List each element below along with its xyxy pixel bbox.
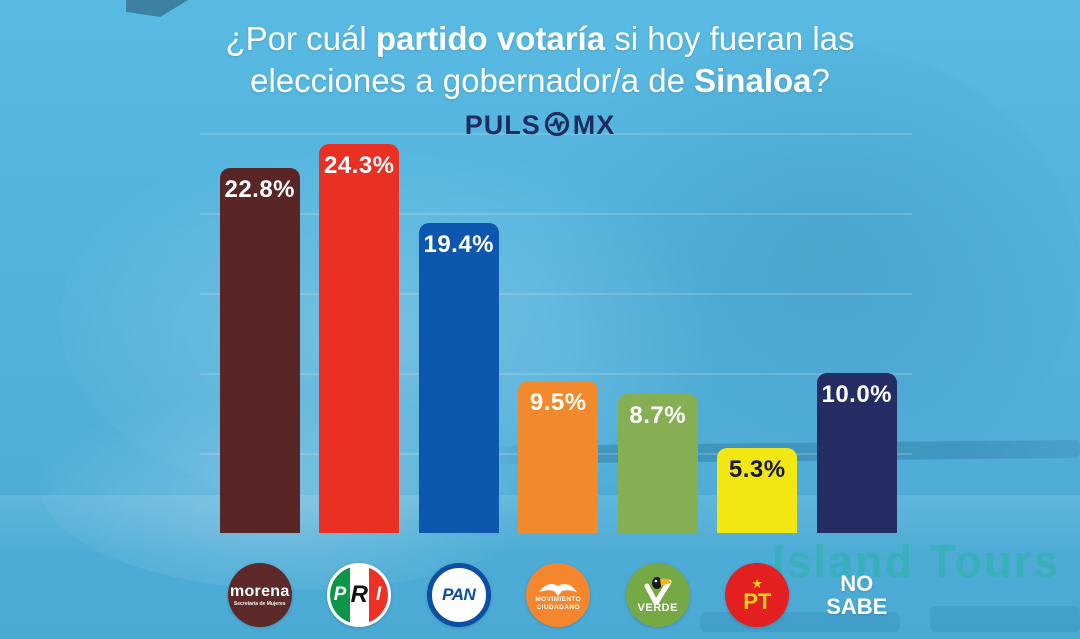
no-sabe-line-1: NO xyxy=(840,570,874,596)
pan-logo-text: PAN xyxy=(442,585,476,604)
morena-logo: morena Secretaría de Mujeres xyxy=(227,563,292,627)
mc-logo-line-2: CIUDADANO xyxy=(536,604,580,611)
pulso-mx-logo: PULS MX xyxy=(0,110,1080,141)
bar-column-no-sabe: 10.0% xyxy=(807,373,907,533)
mc-logo-line-1: MOVIMIENTO xyxy=(535,595,582,603)
background-boat-seat xyxy=(930,606,1080,632)
toucan-icon xyxy=(644,577,672,604)
morena-logo-subtext: Secretaría de Mujeres xyxy=(233,600,286,607)
no-sabe-label: NO SABE xyxy=(826,572,887,618)
pri-letter-r: R xyxy=(350,581,368,608)
bar-no-sabe: 10.0% xyxy=(816,373,897,533)
pri-letter-p: P xyxy=(333,584,347,605)
bar-value-label-mc: 9.5% xyxy=(529,389,587,416)
gridline-10 xyxy=(200,373,912,375)
bar-value-label-pri: 24.3% xyxy=(323,152,395,179)
pri-logo: P R I xyxy=(327,563,392,627)
pan-logo: PAN xyxy=(426,563,491,627)
star-icon: ★ xyxy=(751,576,764,591)
pri-tricolor: P R I xyxy=(330,566,389,624)
bar-chart: 22.8% 24.3% 19.4% 9.5% 8.7% 5.3% xyxy=(210,0,907,533)
background-boat-text: Island Tours xyxy=(772,536,1061,587)
chart-title-line-1: ¿Por cuál partido votaría si hoy fueran … xyxy=(225,20,855,57)
pt-logo-text: PT xyxy=(743,589,772,614)
chart-title: ¿Por cuál partido votaría si hoy fueran … xyxy=(0,18,1080,102)
pulse-circle-icon xyxy=(544,111,569,137)
bar-morena: 22.8% xyxy=(219,168,300,533)
bar-value-label-verde: 8.7% xyxy=(629,402,687,429)
bar-movimiento-ciudadano: 9.5% xyxy=(518,381,599,533)
eagle-icon xyxy=(539,583,578,596)
bar-pt: 5.3% xyxy=(717,448,798,533)
bar-column-pt: 5.3% xyxy=(708,448,808,533)
bar-column-mc: 9.5% xyxy=(509,381,609,533)
bar-column-pri: 24.3% xyxy=(310,144,410,533)
background-rock-shadow xyxy=(520,40,1080,500)
party-logos-row: morena Secretaría de Mujeres P R I PAN M… xyxy=(210,560,907,630)
bar-value-label-morena: 22.8% xyxy=(224,176,296,203)
gridline-20 xyxy=(200,213,912,215)
verde-logo-text: VERDE xyxy=(637,602,678,614)
bar-pri: 24.3% xyxy=(319,144,400,533)
background-corner-detail xyxy=(126,0,188,17)
verde-logo: VERDE xyxy=(625,563,690,627)
no-sabe-line-2: SABE xyxy=(826,594,888,619)
bar-column-pan: 19.4% xyxy=(409,223,509,533)
bar-column-morena: 22.8% xyxy=(210,168,310,533)
gridline-15 xyxy=(200,293,912,295)
bar-value-label-no-sabe: 10.0% xyxy=(821,381,893,408)
bar-value-label-pan: 19.4% xyxy=(423,231,495,258)
pri-letter-i: I xyxy=(375,584,382,605)
morena-logo-text: morena xyxy=(229,582,290,600)
bar-verde: 8.7% xyxy=(617,394,698,533)
chart-title-line-2: elecciones a gobernador/a de Sinaloa? xyxy=(250,61,830,99)
bar-column-verde: 8.7% xyxy=(608,394,708,533)
brand-text-puls: PULS xyxy=(464,110,541,140)
movimiento-ciudadano-logo: MOVIMIENTO CIUDADANO xyxy=(526,563,591,627)
pt-logo: ★ PT xyxy=(725,563,790,627)
bar-pan: 19.4% xyxy=(418,223,499,533)
brand-text-mx: MX xyxy=(572,110,616,140)
bar-value-label-pt: 5.3% xyxy=(728,456,786,483)
